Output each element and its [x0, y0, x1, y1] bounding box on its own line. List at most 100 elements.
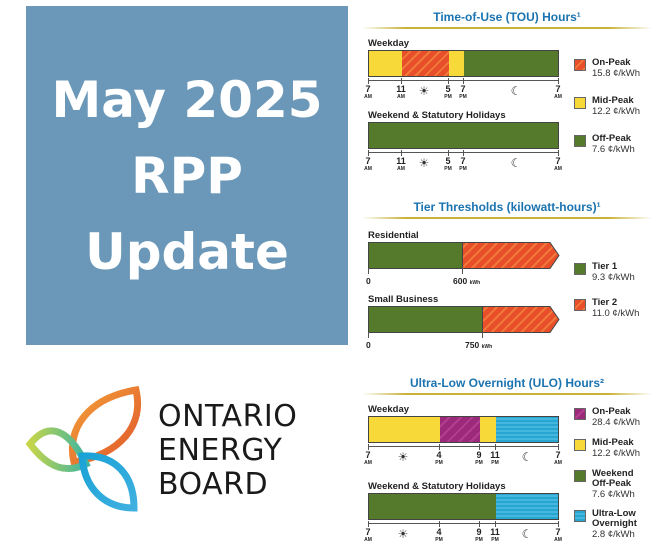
- threshold-unit: kWh: [481, 344, 493, 350]
- tick-num: 7: [460, 84, 466, 94]
- tick-ampm: PM: [444, 166, 452, 172]
- tick: [558, 521, 559, 527]
- tick-ampm: PM: [459, 166, 467, 172]
- tier-business-axis: [368, 332, 483, 340]
- tou-we-tick-2: 11 AM: [391, 156, 411, 173]
- legend-name: Tier 1: [592, 261, 618, 272]
- ulo-wd-tick-3: 9 PM: [469, 451, 489, 467]
- tou-weekday-bar: [368, 50, 559, 77]
- tick-num: 7: [555, 84, 561, 94]
- tou-we-tick-1: 7 AM: [358, 156, 378, 173]
- tick: [479, 444, 480, 450]
- ulo-mid-peak-swatch: [574, 439, 586, 451]
- tick: [368, 444, 369, 450]
- tick-num: 7: [555, 450, 561, 460]
- ulo-we-tick-4: 11 PM: [485, 528, 505, 544]
- ulo-weekday-mid-peak-day: [369, 417, 440, 442]
- tou-weekend-bar: [368, 122, 559, 149]
- legend-name: Tier 2: [592, 297, 618, 308]
- ulo-we-tick-5: 7 AM: [548, 527, 568, 544]
- legend-name: Weekend Off-Peak: [592, 468, 634, 489]
- ulo-title: Ultra-Low Overnight (ULO) Hours²: [410, 376, 604, 390]
- tier-business-label: Small Business: [368, 294, 439, 305]
- oeb-logo-icon: [26, 386, 141, 512]
- tick-num: 7: [365, 527, 371, 537]
- ulo-we-tick-2: 4 PM: [429, 527, 449, 544]
- tier-residential-bar: [368, 242, 560, 269]
- tick-num: 7: [365, 156, 371, 166]
- tier-bus-zero: 0: [366, 340, 371, 350]
- ulo-weekday-bar: [368, 416, 559, 443]
- legend-price: 15.8 ¢/kWh: [592, 68, 641, 79]
- legend-price: 7.6 ¢/kWh: [592, 144, 635, 155]
- legend-price: 7.6 ¢/kWh: [592, 489, 635, 500]
- legend-price: 9.3 ¢/kWh: [592, 272, 635, 283]
- mid-peak-swatch: [574, 97, 586, 109]
- tou-wd-tick-4: 7 PM: [453, 84, 473, 101]
- tick-ampm: PM: [435, 537, 443, 543]
- ulo-wd-tick-2: 4 PM: [429, 451, 449, 467]
- threshold-value: 750: [465, 340, 480, 350]
- tick-ampm: AM: [364, 166, 372, 172]
- ulo-weekday-ultra-low: [496, 417, 558, 442]
- tier-title-rule: [362, 217, 652, 219]
- tick-num: 11: [396, 156, 406, 166]
- tier-residential-axis: [368, 268, 463, 276]
- tier2-swatch: [574, 299, 586, 311]
- title-line-1: May 2025: [51, 70, 323, 129]
- ulo-weekend-axis: [368, 521, 559, 529]
- tick-ampm: AM: [554, 537, 562, 543]
- tick-num: 7: [555, 527, 561, 537]
- tick: [448, 78, 449, 84]
- legend-price: 12.2 ¢/kWh: [592, 106, 641, 117]
- tick: [368, 332, 369, 338]
- tick-num: 11: [490, 450, 500, 460]
- ulo-title-rule: [362, 393, 652, 395]
- tick-num: 7: [555, 156, 561, 166]
- tier-business-bar: [368, 306, 560, 333]
- ulo-ultra-low-swatch: [574, 510, 586, 522]
- tou-weekend-label: Weekend & Statutory Holidays: [368, 110, 506, 121]
- tick: [439, 521, 440, 527]
- tier1-swatch: [574, 263, 586, 275]
- tick: [495, 444, 496, 450]
- tick-ampm: AM: [554, 94, 562, 100]
- legend-price: 28.4 ¢/kWh: [592, 417, 641, 428]
- threshold-value: 600: [453, 276, 468, 286]
- tick-ampm: AM: [397, 94, 405, 100]
- legend-name: Ultra-Low Overnight: [592, 508, 637, 529]
- tick: [462, 268, 463, 274]
- tick: [495, 521, 496, 527]
- tou-we-tick-5: 7 AM: [548, 156, 568, 173]
- tou-wd-tick-5: 7 AM: [548, 84, 568, 101]
- tick-num: 11: [396, 84, 406, 94]
- sun-icon: ☀: [418, 156, 430, 170]
- tick: [463, 78, 464, 84]
- tick-num: 7: [460, 156, 466, 166]
- tick-num: 7: [365, 84, 371, 94]
- tick-num: 7: [365, 450, 371, 460]
- tier-res-threshold: 600 kWh: [453, 276, 480, 286]
- tick-ampm: PM: [459, 94, 467, 100]
- ulo-weekday-label: Weekday: [368, 404, 410, 415]
- tick: [401, 78, 402, 84]
- tick-num: 4: [436, 527, 442, 537]
- tick: [439, 444, 440, 450]
- ulo-on-peak-swatch: [574, 408, 586, 420]
- on-peak-swatch: [574, 59, 586, 71]
- tick-ampm: AM: [554, 166, 562, 172]
- ulo-we-tick-3: 9 PM: [469, 527, 489, 544]
- tick: [558, 150, 559, 156]
- ulo-weekend-label: Weekend & Statutory Holidays: [368, 481, 506, 492]
- legend-name: On-Peak: [592, 57, 631, 68]
- ulo-weekend-ultra-low: [496, 494, 558, 519]
- tou-weekday-axis: [368, 78, 559, 86]
- tick-ampm: PM: [435, 460, 443, 466]
- tier1-segment: [368, 242, 463, 269]
- tick: [368, 521, 369, 527]
- legend-name: Off-Peak: [592, 133, 632, 144]
- tick-num: 9: [476, 527, 482, 537]
- tick: [368, 78, 369, 84]
- ulo-weekend-off-peak: [369, 494, 496, 519]
- tick: [482, 332, 483, 338]
